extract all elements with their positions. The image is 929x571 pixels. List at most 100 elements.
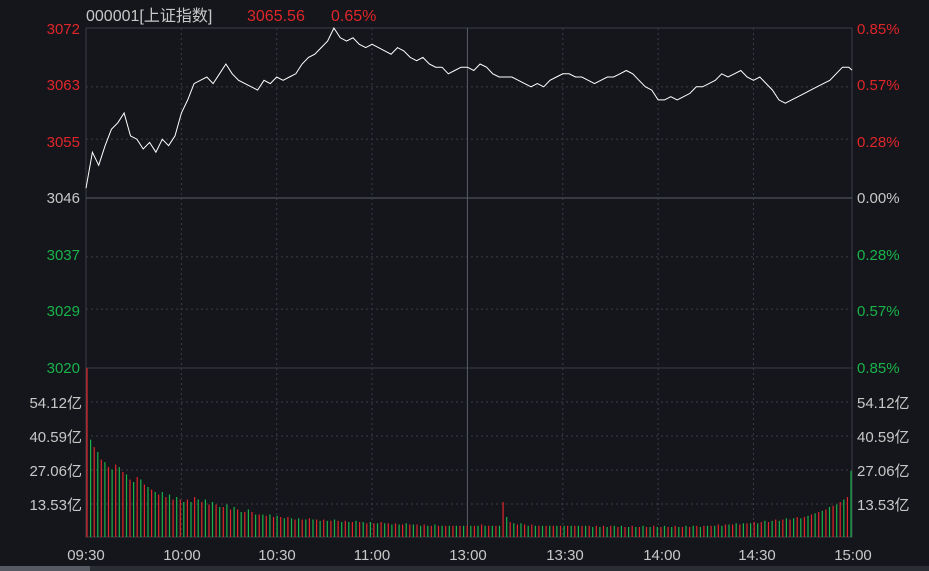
price-tick-label: 3063 (47, 77, 80, 94)
volume-bar (559, 525, 562, 537)
volume-bar (689, 527, 691, 537)
volume-bar (402, 524, 404, 537)
volume-bar (613, 525, 615, 537)
volume-bar (190, 502, 192, 537)
volume-bar (803, 517, 805, 537)
volume-bar (448, 525, 450, 537)
volume-bar (423, 524, 425, 537)
volume-bar (767, 522, 770, 537)
volume-bar (341, 522, 343, 537)
time-tick-label: 14:00 (643, 547, 681, 564)
pct-tick-label: 0.28% (857, 247, 900, 264)
volume-bar (416, 524, 418, 537)
volume-bar (577, 525, 579, 537)
volume-bar (825, 509, 827, 537)
volume-bar (674, 525, 676, 537)
price-tick-label: 3072 (47, 21, 80, 38)
volume-bar (552, 525, 554, 537)
index-code-label: 000001[上证指数] (86, 7, 212, 25)
volume-bar (373, 523, 375, 537)
volume-bar (549, 525, 551, 537)
volume-bar (280, 517, 282, 537)
price-tick-label: 3037 (47, 247, 80, 264)
volume-bar (204, 499, 206, 537)
volume-bar (211, 502, 214, 537)
volume-bar (93, 447, 95, 537)
volume-bar (843, 499, 845, 537)
volume-bar (387, 523, 389, 537)
volume-bar (678, 527, 680, 537)
volume-bar (136, 477, 138, 537)
volume-bar (319, 520, 321, 537)
volume-bar (635, 527, 637, 537)
volume-bar (624, 527, 626, 537)
time-tick-label: 10:30 (258, 547, 296, 564)
volume-bar (850, 470, 852, 537)
volume-bar (398, 524, 400, 537)
volume-bar (574, 525, 576, 537)
volume-bar (642, 525, 644, 537)
volume-bar (222, 507, 224, 537)
price-line (85, 26, 853, 189)
volume-bar (459, 525, 461, 537)
volume-bar (735, 523, 737, 537)
volume-bar (667, 527, 669, 537)
volume-bar (606, 527, 608, 537)
volume-bar (255, 514, 257, 537)
volume-bar (369, 522, 371, 537)
bottom-scrollbar[interactable] (0, 566, 929, 571)
volume-bar (237, 509, 239, 537)
volume-bar (653, 525, 655, 537)
volume-bar (477, 525, 479, 537)
volume-bar (545, 525, 547, 537)
volume-bar (656, 527, 658, 537)
volume-bar (696, 525, 698, 537)
volume-bar (620, 525, 622, 537)
volume-bar (563, 525, 565, 537)
volume-tick-label: 54.12亿 (857, 395, 910, 412)
volume-bar (717, 524, 719, 537)
volume-bar (115, 464, 117, 537)
volume-bar (581, 525, 583, 537)
volume-bar (810, 514, 813, 537)
volume-bar (125, 474, 128, 537)
volume-bar (434, 524, 436, 537)
volume-bar (323, 519, 325, 537)
volume-bar (333, 519, 336, 537)
chart-grid (86, 27, 852, 537)
volume-bar (168, 494, 171, 537)
time-tick-label: 13:30 (546, 547, 584, 564)
volume-bar (649, 527, 651, 537)
volume-bar (86, 368, 88, 537)
volume-panel-frame (85, 367, 853, 538)
volume-bar (344, 520, 346, 537)
volume-bar (233, 507, 235, 537)
volume-bar (714, 525, 716, 537)
volume-bar (706, 525, 709, 537)
volume-bar (441, 525, 443, 537)
volume-bar (692, 525, 694, 537)
volume-bar (778, 520, 780, 537)
volume-bar (452, 525, 454, 537)
volume-bar (455, 525, 457, 537)
volume-bar (129, 479, 131, 537)
bottom-scrollbar-thumb[interactable] (0, 566, 90, 571)
volume-bar (337, 520, 339, 537)
volume-bar (710, 525, 712, 537)
volume-bar (742, 523, 744, 537)
volume-bar (219, 507, 221, 537)
volume-bar (793, 518, 795, 537)
volume-bar (194, 497, 196, 537)
volume-bar (420, 525, 422, 537)
volume-bar (176, 497, 178, 537)
volume-bar (244, 512, 246, 537)
volume-bar (538, 525, 540, 537)
volume-bar (771, 520, 773, 537)
volume-bar (617, 527, 619, 537)
volume-bar (527, 525, 529, 537)
volume-bar (628, 527, 630, 537)
volume-bar (602, 525, 605, 537)
volume-bar (534, 525, 536, 537)
volume-bar (122, 472, 124, 537)
